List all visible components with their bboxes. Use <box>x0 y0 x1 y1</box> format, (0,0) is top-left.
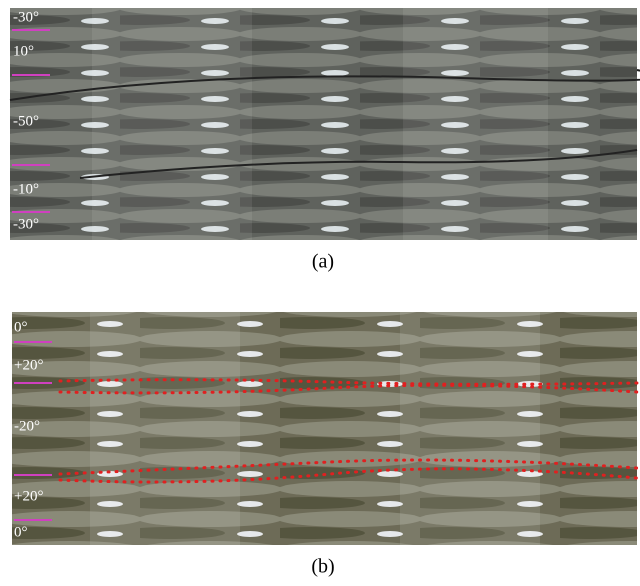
crack <box>79 149 638 179</box>
ply-markers <box>14 341 52 521</box>
panel-a: -30° 10° -50° -10° -30° (a) <box>9 8 640 273</box>
tile <box>403 8 548 240</box>
layer-label: -30° <box>13 216 39 232</box>
layer-labels: 0° +20° -20° +20° 0° <box>14 319 43 540</box>
crack <box>9 69 640 101</box>
interface-traces <box>58 378 639 484</box>
layer-label: 0° <box>14 524 28 540</box>
ply-markers <box>12 29 50 213</box>
layer-label: +20° <box>14 357 43 373</box>
tile <box>90 312 240 545</box>
caption: (b) <box>311 556 334 578</box>
tile <box>92 8 252 240</box>
micrograph-b <box>12 312 637 545</box>
panel-b: 0° +20° -20° +20° 0° (b) <box>12 312 639 578</box>
layer-label: -20° <box>14 418 40 434</box>
layer-labels: -30° 10° -50° -10° -30° <box>13 9 39 232</box>
micrograph-a <box>10 8 637 240</box>
layer-label: 10° <box>13 43 34 59</box>
layer-label: -30° <box>13 9 39 25</box>
layer-label: +20° <box>14 488 43 504</box>
tile <box>400 312 540 545</box>
layer-label: -10° <box>13 181 39 197</box>
layer-label: 0° <box>14 319 28 335</box>
layer-label: -50° <box>13 113 39 129</box>
caption: (a) <box>312 251 334 273</box>
